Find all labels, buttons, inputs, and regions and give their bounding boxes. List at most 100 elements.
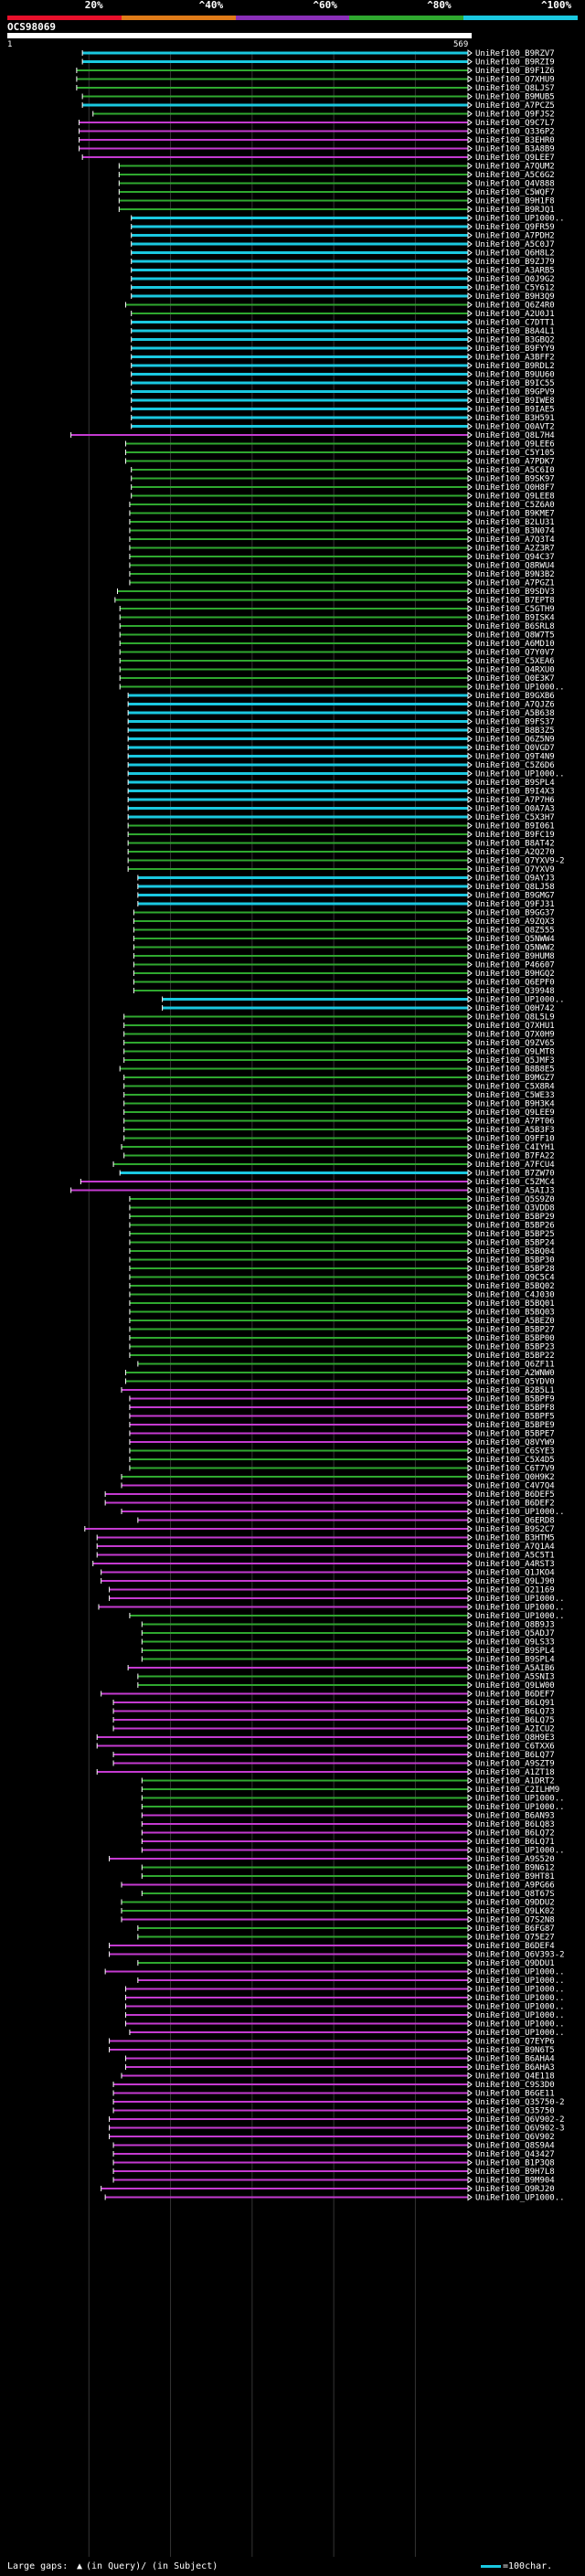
hit-label[interactable]: UniRef100_B9IWE8 xyxy=(475,397,555,406)
hit-label[interactable]: UniRef100_B6LQ83 xyxy=(475,1820,555,1829)
hit-label[interactable]: UniRef100_C5ZMC4 xyxy=(475,1178,555,1187)
hit-label[interactable]: UniRef100_B6LQ73 xyxy=(475,1708,555,1717)
hit-label[interactable]: UniRef100_Q9DDU1 xyxy=(475,1959,555,1968)
hit-label[interactable]: UniRef100_Q0A7A3 xyxy=(475,805,555,814)
hit-label[interactable]: UniRef100_A5C5T1 xyxy=(475,1552,555,1561)
hit-label[interactable]: UniRef100_B2LU31 xyxy=(475,518,555,527)
hit-label[interactable]: UniRef100_A2ICU2 xyxy=(475,1725,555,1734)
hit-label[interactable]: UniRef100_B5BPE7 xyxy=(475,1430,555,1439)
hit-label[interactable]: UniRef100_Q0J9G2 xyxy=(475,275,555,284)
hit-label[interactable]: UniRef100_Q8W7T5 xyxy=(475,631,555,641)
hit-label[interactable]: UniRef100_Q8H9E3 xyxy=(475,1733,555,1743)
hit-label[interactable]: UniRef100_B6AHA4 xyxy=(475,2055,555,2064)
hit-label[interactable]: UniRef100_B5BP00 xyxy=(475,1334,555,1343)
hit-label[interactable]: UniRef100_B9SDV3 xyxy=(475,588,555,597)
hit-label[interactable]: UniRef100_Q6V902 xyxy=(475,2133,555,2142)
hit-label[interactable]: UniRef100_A5BEZ0 xyxy=(475,1317,555,1326)
hit-label[interactable]: UniRef100_Q7YXV9-2 xyxy=(475,857,565,866)
hit-label[interactable]: UniRef100_Q9FR59 xyxy=(475,223,555,232)
hit-label[interactable]: UniRef100_Q9DDU2 xyxy=(475,1899,555,1908)
hit-label[interactable]: UniRef100_Q94C37 xyxy=(475,553,555,562)
hit-label[interactable]: UniRef100_B9SPL4 xyxy=(475,1647,555,1656)
hit-label[interactable]: UniRef100_Q8L7H4 xyxy=(475,431,555,440)
hit-label[interactable]: UniRef100_A5AIB6 xyxy=(475,1664,555,1673)
hit-label[interactable]: UniRef100_UP1000.. xyxy=(475,1968,565,1977)
hit-label[interactable]: UniRef100_B8B8E5 xyxy=(475,1065,555,1075)
hit-label[interactable]: UniRef100_UP1000.. xyxy=(475,1803,565,1812)
hit-label[interactable]: UniRef100_B5BPE9 xyxy=(475,1421,555,1430)
hit-label[interactable]: UniRef100_A5SNI3 xyxy=(475,1673,555,1682)
hit-label[interactable]: UniRef100_UP1000.. xyxy=(475,1612,565,1621)
hit-label[interactable]: UniRef100_B5BP30 xyxy=(475,1256,555,1266)
hit-label[interactable]: UniRef100_Q35750 xyxy=(475,2107,555,2116)
hit-label[interactable]: UniRef100_B9H1F8 xyxy=(475,197,555,207)
hit-label[interactable]: UniRef100_B9GG37 xyxy=(475,909,555,918)
hit-label[interactable]: UniRef100_C5X3H7 xyxy=(475,813,555,822)
hit-label[interactable]: UniRef100_UP1000.. xyxy=(475,1595,565,1604)
hit-label[interactable]: UniRef100_UP1000.. xyxy=(475,1508,565,1517)
hit-label[interactable]: UniRef100_B6LQ77 xyxy=(475,1751,555,1760)
hit-label[interactable]: UniRef100_Q9RJ20 xyxy=(475,2185,555,2194)
hit-label[interactable]: UniRef100_B5BP26 xyxy=(475,1222,555,1231)
hit-label[interactable]: UniRef100_Q7S2N8 xyxy=(475,1916,555,1925)
hit-label[interactable]: UniRef100_B9RZV7 xyxy=(475,49,555,58)
hit-label[interactable]: UniRef100_B7FA22 xyxy=(475,1152,555,1161)
hit-label[interactable]: UniRef100_B9I4X3 xyxy=(475,788,555,797)
hit-label[interactable]: UniRef100_B6DEF7 xyxy=(475,1691,555,1700)
hit-label[interactable]: UniRef100_B7ZW70 xyxy=(475,1170,555,1179)
hit-label[interactable]: UniRef100_B9UU60 xyxy=(475,371,555,380)
hit-label[interactable]: UniRef100_Q4V888 xyxy=(475,180,555,189)
hit-label[interactable]: UniRef100_Q9LMT8 xyxy=(475,1048,555,1057)
hit-label[interactable]: UniRef100_Q6V902-2 xyxy=(475,2115,565,2125)
hit-label[interactable]: UniRef100_B8AT42 xyxy=(475,840,555,849)
hit-label[interactable]: UniRef100_Q8B9J3 xyxy=(475,1621,555,1630)
hit-label[interactable]: UniRef100_C9S3D0 xyxy=(475,2081,555,2090)
hit-label[interactable]: UniRef100_A7QJZ6 xyxy=(475,701,555,710)
hit-label[interactable]: UniRef100_Q5JMF3 xyxy=(475,1056,555,1065)
hit-label[interactable]: UniRef100_UP1000.. xyxy=(475,2029,565,2038)
hit-label[interactable]: UniRef100_B5BP27 xyxy=(475,1326,555,1335)
hit-label[interactable]: UniRef100_Q8L5L9 xyxy=(475,1013,555,1023)
hit-label[interactable]: UniRef100_Q4E118 xyxy=(475,2072,555,2082)
hit-label[interactable]: UniRef100_Q8VYW9 xyxy=(475,1438,555,1447)
hit-label[interactable]: UniRef100_B9FYY9 xyxy=(475,345,555,354)
hit-label[interactable]: UniRef100_Q6V393-2 xyxy=(475,1951,565,1960)
hit-label[interactable]: UniRef100_Q9C5C4 xyxy=(475,1274,555,1283)
hit-label[interactable]: UniRef100_B5BQ02 xyxy=(475,1282,555,1291)
hit-label[interactable]: UniRef100_Q21169 xyxy=(475,1586,555,1595)
hit-label[interactable]: UniRef100_B9MGZ7 xyxy=(475,1074,555,1083)
hit-label[interactable]: UniRef100_B8A4L1 xyxy=(475,327,555,336)
hit-label[interactable]: UniRef100_B9MUB5 xyxy=(475,93,555,102)
hit-label[interactable]: UniRef100_B9RJQ1 xyxy=(475,206,555,215)
hit-label[interactable]: UniRef100_Q7Y0V7 xyxy=(475,649,555,658)
hit-label[interactable]: UniRef100_UP1000.. xyxy=(475,1847,565,1856)
hit-label[interactable]: UniRef100_B5BP29 xyxy=(475,1213,555,1222)
hit-label[interactable]: UniRef100_B6LQ72 xyxy=(475,1829,555,1839)
hit-label[interactable]: UniRef100_Q0H8F7 xyxy=(475,483,555,493)
hit-label[interactable]: UniRef100_Q8LJ58 xyxy=(475,883,555,892)
hit-label[interactable]: UniRef100_Q6EPF0 xyxy=(475,979,555,988)
hit-label[interactable]: UniRef100_Q5NWW4 xyxy=(475,935,555,944)
hit-label[interactable]: UniRef100_B9N3B2 xyxy=(475,570,555,579)
hit-label[interactable]: UniRef100_B9SPL4 xyxy=(475,1656,555,1665)
hit-label[interactable]: UniRef100_B6FG87 xyxy=(475,1924,555,1934)
hit-label[interactable]: UniRef100_A2U0J1 xyxy=(475,310,555,319)
hit-label[interactable]: UniRef100_Q5S9Z0 xyxy=(475,1195,555,1204)
hit-label[interactable]: UniRef100_B3HTM5 xyxy=(475,1534,555,1543)
hit-label[interactable]: UniRef100_B8B3Z5 xyxy=(475,726,555,736)
hit-label[interactable]: UniRef100_A9ZQX3 xyxy=(475,917,555,927)
hit-label[interactable]: UniRef100_A3ARB5 xyxy=(475,267,555,276)
hit-label[interactable]: UniRef100_Q6Z4R0 xyxy=(475,302,555,311)
hit-label[interactable]: UniRef100_B9I061 xyxy=(475,822,555,832)
hit-label[interactable]: UniRef100_B5BPF8 xyxy=(475,1404,555,1413)
hit-label[interactable]: UniRef100_A5B638 xyxy=(475,709,555,718)
hit-label[interactable]: UniRef100_Q7YXV9 xyxy=(475,865,555,875)
hit-label[interactable]: UniRef100_A5C6G2 xyxy=(475,171,555,180)
hit-label[interactable]: UniRef100_UP1000.. xyxy=(475,2003,565,2012)
hit-label[interactable]: UniRef100_Q6H8L2 xyxy=(475,249,555,259)
hit-label[interactable]: UniRef100_B3GBQ2 xyxy=(475,336,555,345)
hit-label[interactable]: UniRef100_B9S2C7 xyxy=(475,1525,555,1534)
hit-label[interactable]: UniRef100_B5BP25 xyxy=(475,1230,555,1239)
hit-label[interactable]: UniRef100_Q336P2 xyxy=(475,128,555,137)
hit-label[interactable]: UniRef100_B6GE11 xyxy=(475,2090,555,2099)
